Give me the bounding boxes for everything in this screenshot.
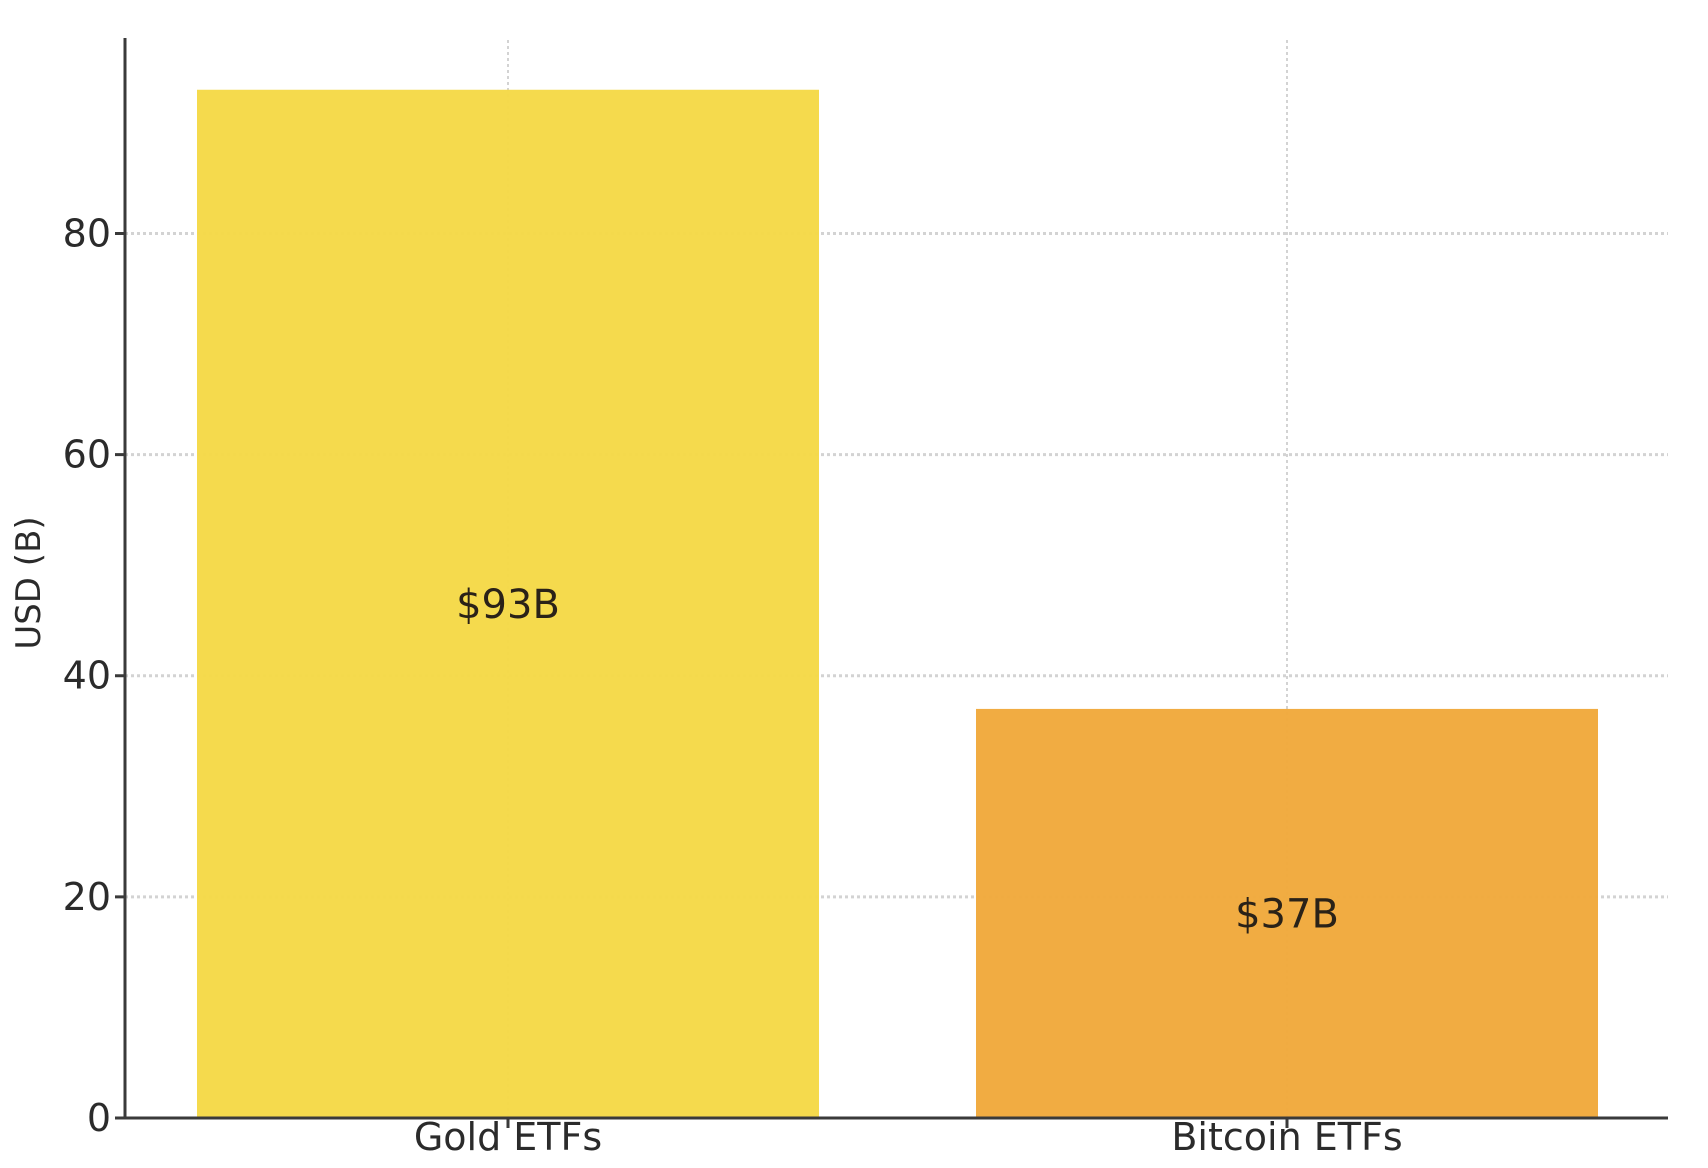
bar-data-labels: $93B $37B [456, 582, 1339, 938]
x-tick-label: Gold ETFs [414, 1115, 602, 1159]
bar-data-label: $37B [1235, 891, 1339, 937]
y-tick-label: 40 [63, 654, 111, 698]
x-axis-ticks: Gold ETFs Bitcoin ETFs [414, 1115, 1403, 1159]
bars-group [197, 89, 1598, 1118]
y-axis-title: USD (B) [9, 516, 49, 649]
x-tick-label: Bitcoin ETFs [1171, 1115, 1402, 1159]
y-tick-label: 20 [63, 875, 111, 919]
y-tick-label: 80 [63, 211, 111, 255]
bar-data-label: $93B [456, 582, 560, 628]
y-tick-label: 0 [87, 1096, 111, 1140]
bar [976, 708, 1598, 1118]
y-tick-label: 60 [63, 433, 111, 477]
y-axis-ticks: 0 20 40 60 80 [63, 211, 125, 1140]
axes [123, 38, 1668, 1120]
bar [197, 89, 819, 1118]
